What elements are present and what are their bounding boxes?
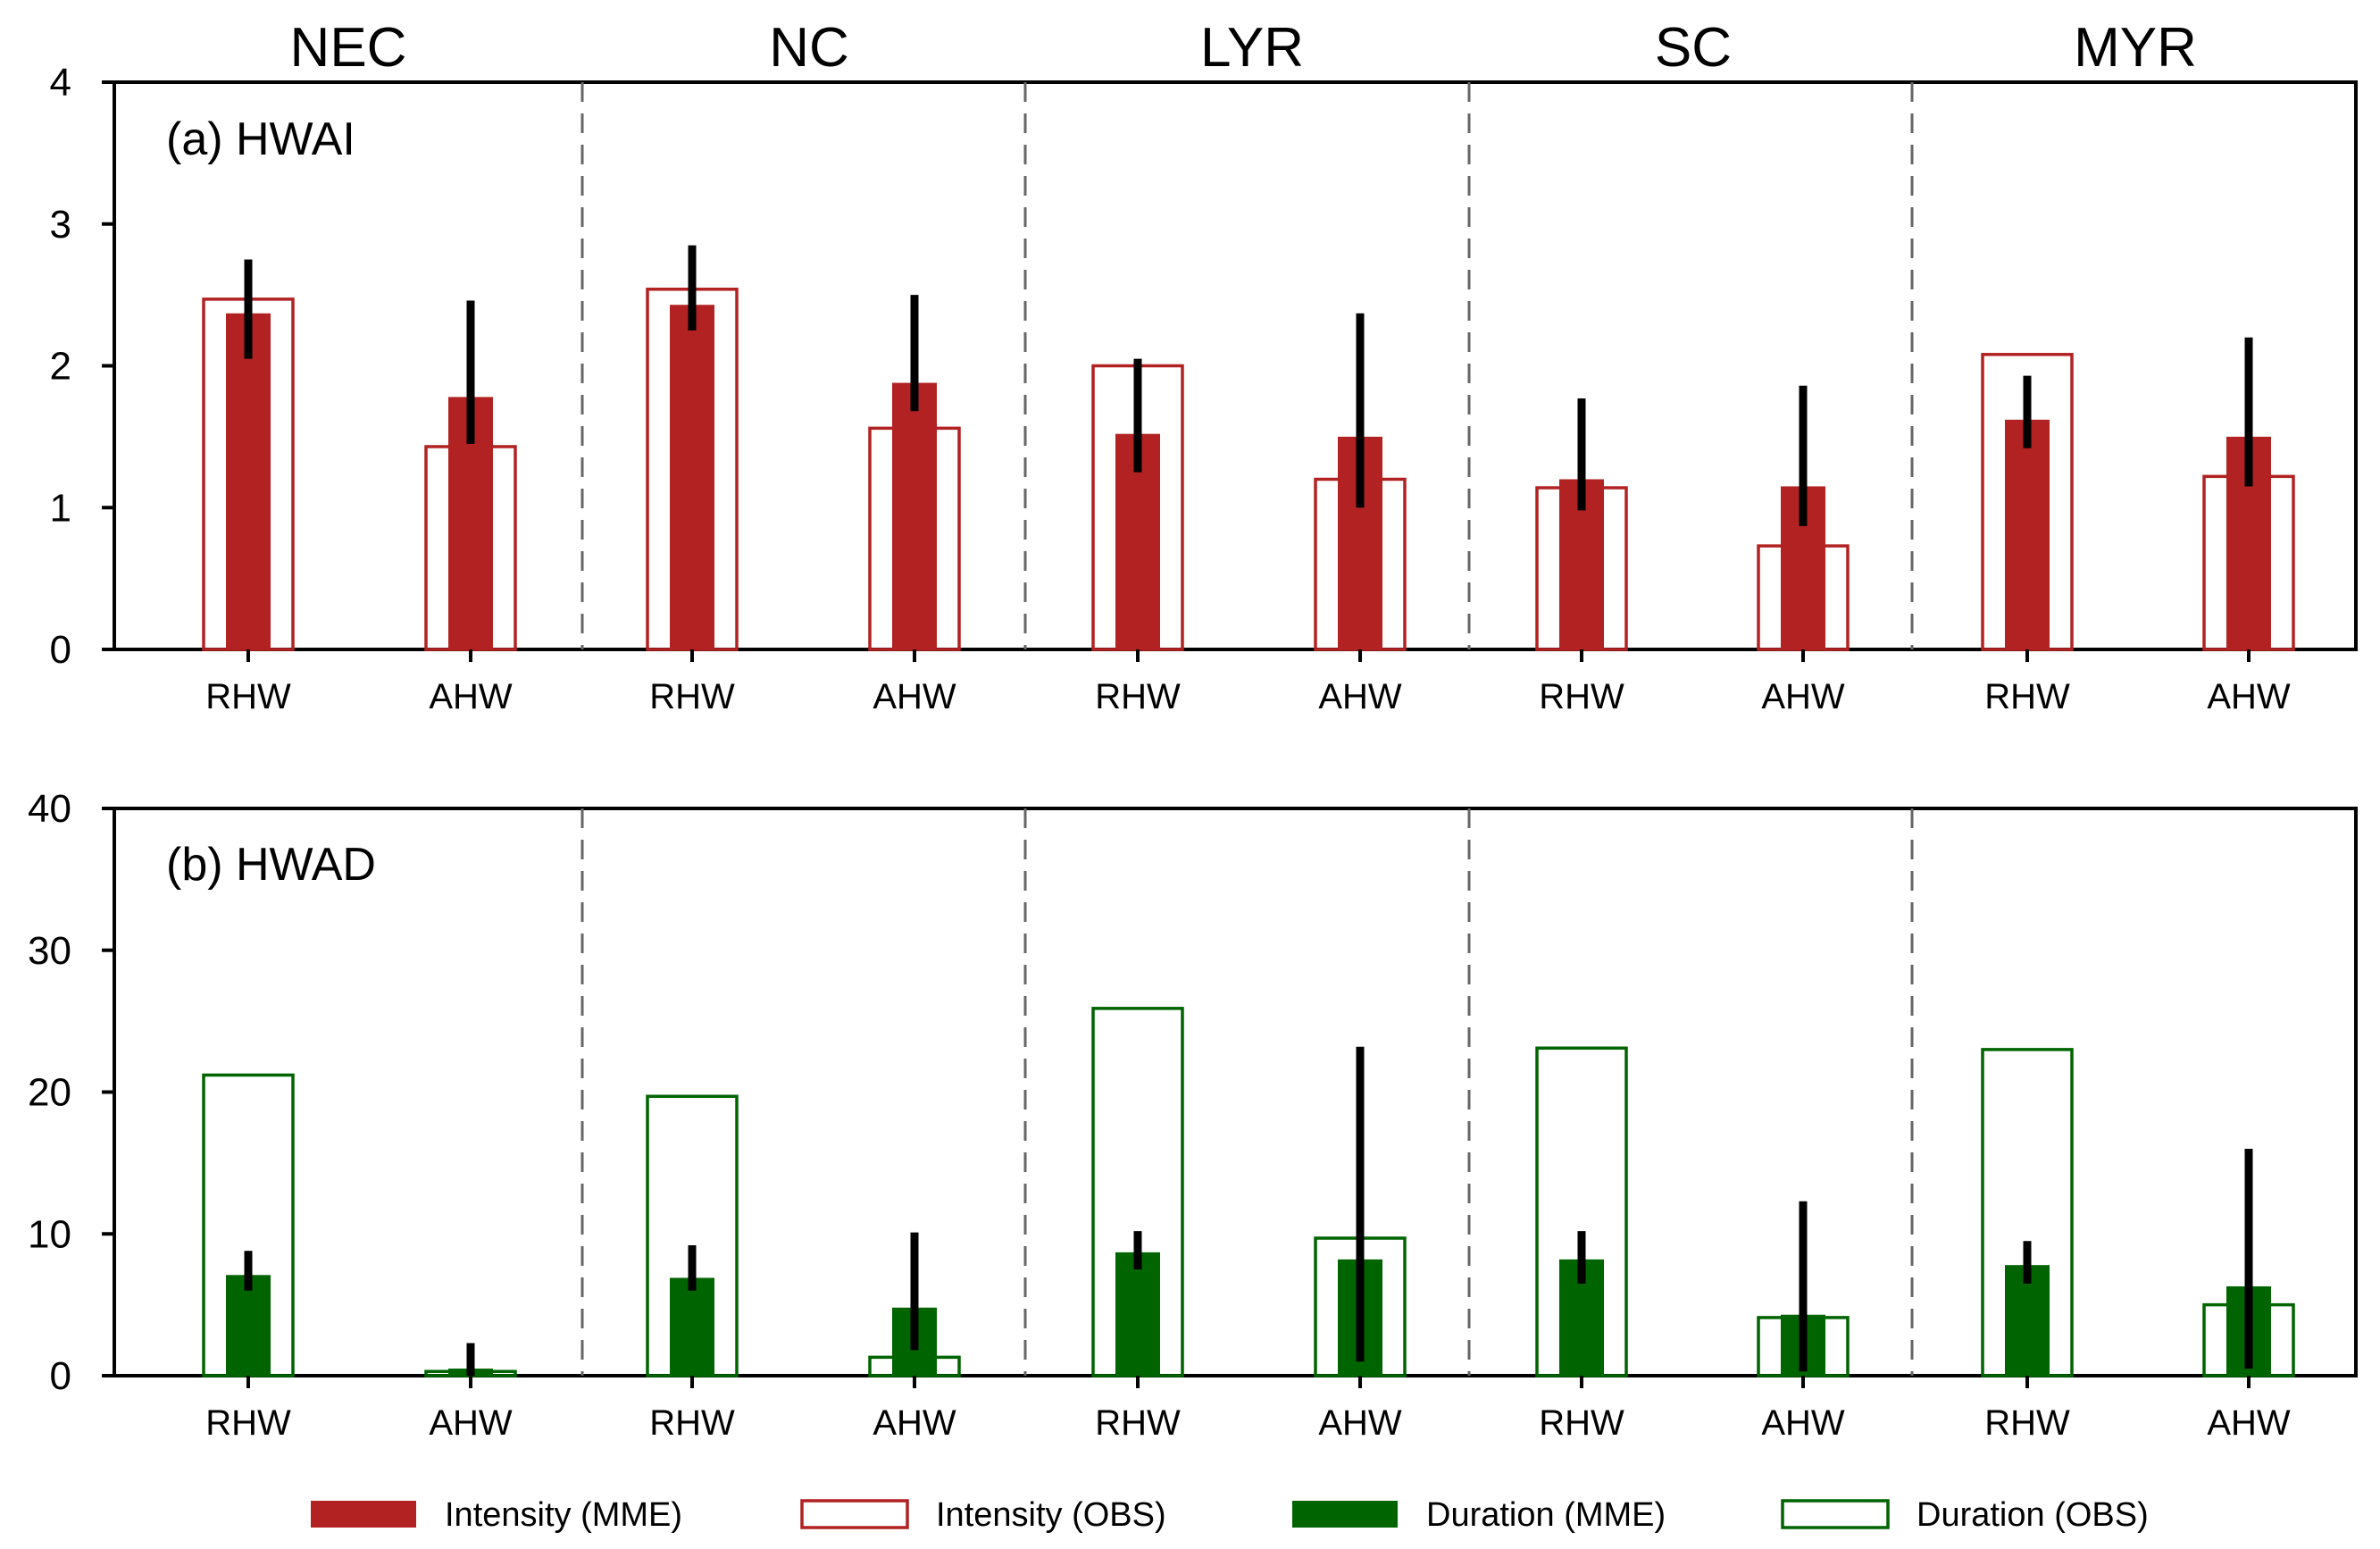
region-label-nec: NEC (290, 17, 407, 79)
region-labels: NEC NC LYR SC MYR (290, 17, 2197, 79)
category-label: AHW (429, 1403, 513, 1443)
category-label: RHW (1095, 677, 1181, 716)
category-label: RHW (205, 1403, 291, 1443)
mme-bar (670, 1277, 714, 1376)
category-label: RHW (649, 677, 735, 716)
panel-title: (b) HWAD (166, 839, 376, 891)
panel-hwad: 0 10 20 30 40 (b) HWAD RHW AHW RHW AHW RHW AHW RHW AH… (28, 787, 2358, 1443)
region-label-myr: MYR (2074, 17, 2197, 79)
y-tick-label: 4 (50, 61, 71, 105)
y-tick-label: 30 (28, 929, 71, 973)
category-label: AHW (2207, 1403, 2291, 1443)
y-tick-label: 10 (28, 1212, 71, 1256)
y-tick-label: 40 (28, 787, 71, 831)
legend-label: Intensity (MME) (445, 1496, 682, 1534)
mme-bar (1115, 1252, 1160, 1376)
category-label: AHW (873, 1403, 956, 1443)
legend-swatch (1781, 1499, 1890, 1529)
category-label: AHW (1318, 677, 1402, 716)
category-label: RHW (649, 1403, 735, 1443)
category-label: RHW (1539, 1403, 1624, 1443)
category-label: RHW (1539, 677, 1624, 716)
region-label-sc: SC (1655, 17, 1732, 79)
legend-swatch (800, 1499, 909, 1529)
mme-bar (892, 382, 937, 649)
category-label: AHW (873, 677, 956, 716)
region-label-lyr: LYR (1200, 17, 1304, 79)
category-label: AHW (1318, 1403, 1402, 1443)
y-tick-label: 3 (50, 203, 71, 247)
category-label: RHW (1095, 1403, 1181, 1443)
y-tick-label: 2 (50, 345, 71, 389)
legend-label: Duration (MME) (1426, 1496, 1666, 1534)
panel-title: (a) HWAI (166, 113, 355, 165)
panel-hwai: 0 1 2 3 4 (a) HWAI RHW AHW RHW AHW RHW AHW RHW AHW RHW… (50, 61, 2358, 716)
legend-label: Duration (OBS) (1917, 1496, 2149, 1534)
region-label-nc: NC (769, 17, 849, 79)
legend-swatch (1292, 1501, 1398, 1528)
mme-bar (226, 313, 271, 649)
category-label: AHW (1761, 1403, 1845, 1443)
category-label: AHW (1761, 677, 1845, 716)
category-label: RHW (1984, 677, 2070, 716)
mme-bar (2005, 419, 2050, 649)
mme-bar (670, 305, 714, 649)
category-label: RHW (1984, 1403, 2070, 1443)
legend-swatch (311, 1501, 416, 1528)
y-tick-label: 0 (50, 1354, 71, 1398)
mme-bar (226, 1275, 271, 1376)
category-label: RHW (205, 677, 291, 716)
y-tick-label: 1 (50, 486, 71, 530)
category-label: AHW (2207, 677, 2291, 716)
category-label: AHW (429, 677, 513, 716)
legend: Intensity (MME) Intensity (OBS) Duration (… (311, 1496, 2149, 1534)
y-tick-label: 20 (28, 1071, 71, 1115)
legend-label: Intensity (OBS) (936, 1496, 1166, 1534)
y-tick-label: 0 (50, 628, 71, 672)
